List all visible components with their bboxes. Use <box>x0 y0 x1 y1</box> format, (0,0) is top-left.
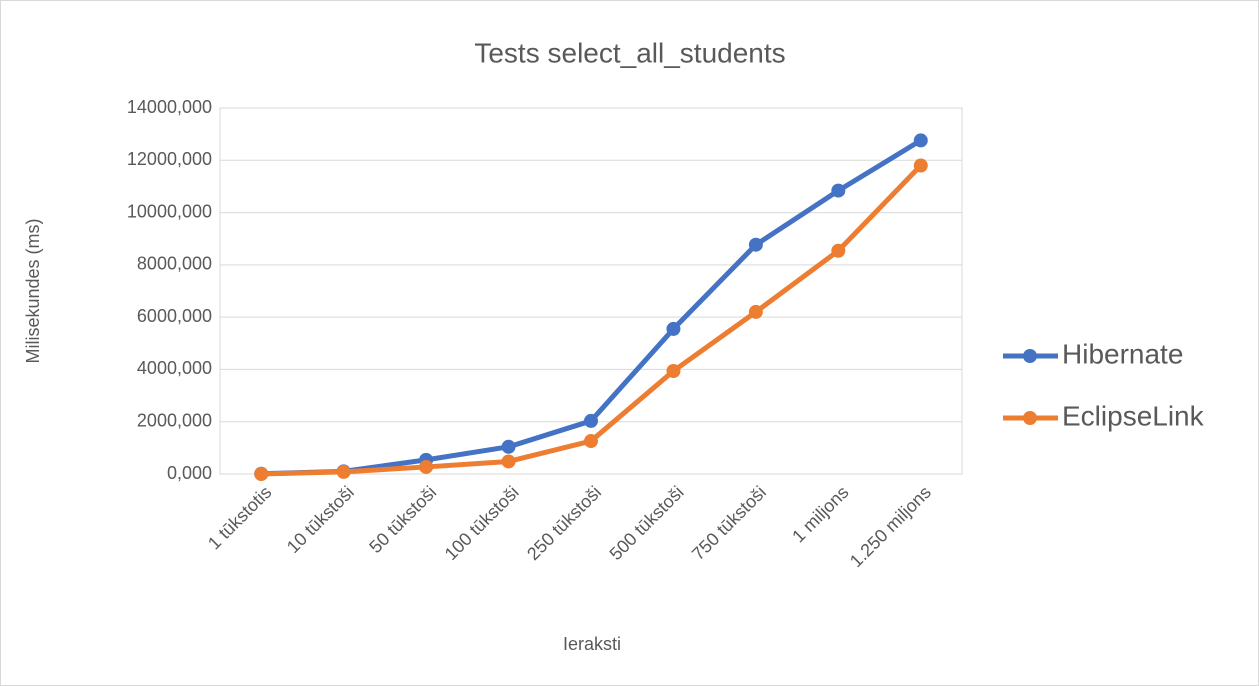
data-point <box>584 434 598 449</box>
data-point <box>666 321 681 336</box>
y-tick-label: 0,000 <box>167 463 212 483</box>
data-point <box>831 243 846 258</box>
data-point <box>254 467 269 481</box>
chart-title: Tests select_all_students <box>474 37 785 68</box>
x-axis-title: Ieraksti <box>563 634 621 654</box>
data-point <box>501 439 516 454</box>
legend-marker <box>1023 349 1037 363</box>
data-point <box>913 158 928 173</box>
data-point <box>419 459 434 474</box>
data-point <box>913 133 928 148</box>
y-tick-label: 10000,000 <box>127 201 212 221</box>
data-point <box>748 304 763 319</box>
data-point <box>501 454 516 469</box>
y-tick-label: 2000,000 <box>137 410 212 430</box>
y-axis-title: Milisekundes (ms) <box>23 218 43 363</box>
data-point <box>336 464 351 479</box>
data-point <box>584 413 598 428</box>
y-tick-label: 6000,000 <box>137 306 212 326</box>
data-point <box>666 363 681 378</box>
y-tick-label: 4000,000 <box>137 358 212 378</box>
y-tick-label: 8000,000 <box>137 254 212 274</box>
data-point <box>748 237 763 252</box>
y-tick-label: 14000,000 <box>127 97 212 117</box>
legend-label: EclipseLink <box>1062 400 1205 431</box>
legend-marker <box>1023 411 1037 425</box>
legend-label: Hibernate <box>1062 338 1183 369</box>
y-tick-label: 12000,000 <box>127 149 212 169</box>
data-point <box>831 183 846 198</box>
